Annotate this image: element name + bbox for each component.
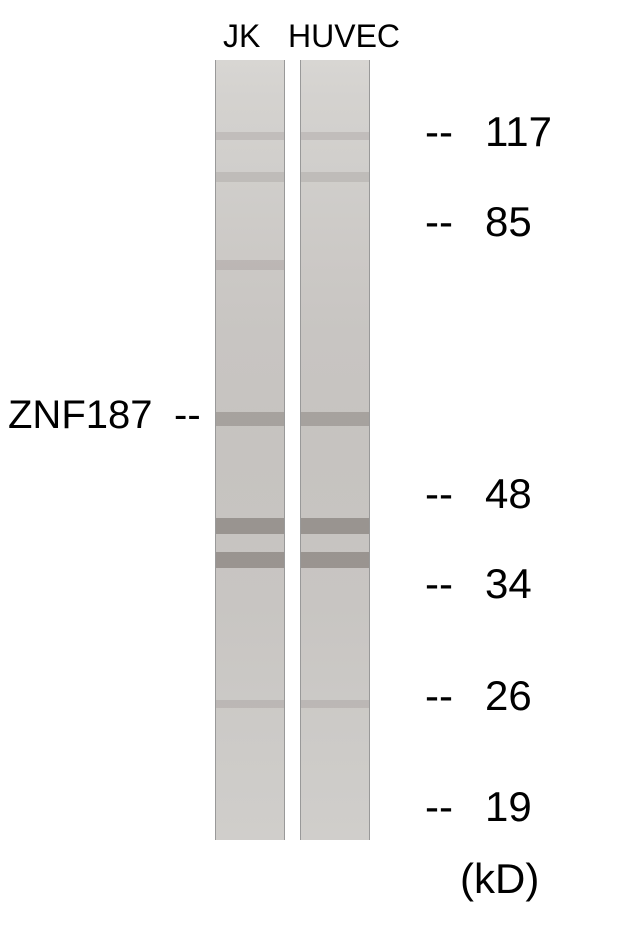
mw-dash: -- [425, 108, 453, 156]
band [216, 552, 284, 568]
mw-dash: -- [425, 672, 453, 720]
mw-value-34: 34 [485, 560, 532, 608]
mw-dash: -- [425, 198, 453, 246]
band [301, 132, 369, 140]
mw-dash: -- [425, 783, 453, 831]
band [301, 552, 369, 568]
band [216, 172, 284, 182]
lane-label-huvec: HUVEC [288, 18, 400, 55]
lane-jk [215, 60, 285, 840]
band [216, 700, 284, 708]
protein-label-znf187: ZNF187 [8, 393, 153, 438]
band [216, 132, 284, 140]
mw-dash: -- [425, 470, 453, 518]
mw-value-26: 26 [485, 672, 532, 720]
mw-value-85: 85 [485, 198, 532, 246]
mw-dash: -- [425, 560, 453, 608]
band-znf187 [216, 412, 284, 426]
protein-dash: -- [174, 393, 201, 438]
unit-label-kd: (kD) [460, 855, 539, 903]
band [301, 172, 369, 182]
band-znf187 [301, 412, 369, 426]
western-blot-diagram: JK HUVEC ZNF187 -- -- 117 -- 85 -- 48 --… [0, 0, 642, 928]
lane-label-jk: JK [223, 18, 260, 55]
band [216, 260, 284, 270]
mw-value-19: 19 [485, 783, 532, 831]
mw-value-48: 48 [485, 470, 532, 518]
band [301, 700, 369, 708]
band [301, 518, 369, 534]
band [216, 518, 284, 534]
mw-value-117: 117 [485, 108, 552, 156]
lane-huvec [300, 60, 370, 840]
